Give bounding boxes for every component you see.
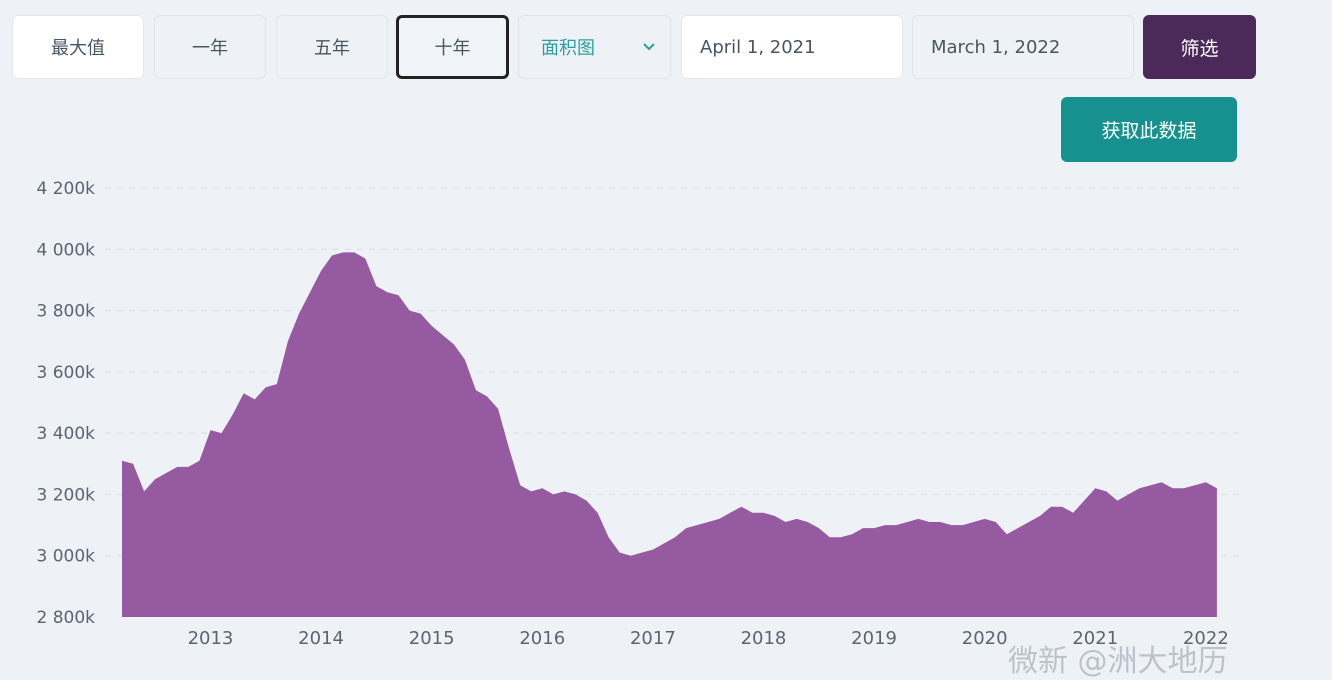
- toolbar: 最大值 一年 五年 十年 面积图 April 1, 2021 March 1, …: [0, 0, 1332, 170]
- y-tick-label: 3 600k: [36, 363, 95, 383]
- range-5y-button[interactable]: 五年: [276, 15, 388, 79]
- x-tick-label: 2015: [409, 628, 455, 649]
- y-tick-label: 3 800k: [36, 302, 95, 322]
- y-tick-label: 3 200k: [36, 485, 95, 505]
- range-1y-button[interactable]: 一年: [154, 15, 266, 79]
- x-tick-label: 2013: [188, 628, 234, 649]
- watermark-text: 微新 @洲大地历: [1008, 644, 1228, 679]
- y-tick-label: 4 000k: [36, 240, 95, 260]
- y-tick-label: 3 000k: [36, 547, 95, 567]
- date-from-input[interactable]: April 1, 2021: [681, 15, 903, 79]
- chevron-down-icon: [642, 42, 656, 52]
- x-tick-label: 2014: [298, 628, 344, 649]
- x-axis: 2013 2014 2015 2016 2017 2018 2019 2020 2021 2022: [188, 628, 1229, 649]
- y-tick-label: 3 400k: [36, 424, 95, 444]
- x-tick-label: 2019: [851, 628, 897, 649]
- date-to-input[interactable]: March 1, 2022: [912, 15, 1134, 79]
- y-tick-label: 2 800k: [36, 608, 95, 628]
- chart-type-select[interactable]: 面积图: [518, 15, 671, 79]
- range-10y-button[interactable]: 十年: [396, 15, 509, 79]
- x-tick-label: 2017: [630, 628, 676, 649]
- x-tick-label: 2022: [1183, 628, 1229, 649]
- x-tick-label: 2016: [519, 628, 565, 649]
- x-tick-label: 2018: [741, 628, 787, 649]
- y-tick-label: 4 200k: [36, 179, 95, 199]
- x-tick-label: 2021: [1072, 628, 1118, 649]
- x-tick-label: 2020: [962, 628, 1008, 649]
- area-series: [122, 252, 1217, 617]
- area-chart: 2 800k 3 000k 3 200k 3 400k 3 600k 3 800k 4 00…: [36, 179, 1245, 649]
- chart-type-select-value: 面积图: [541, 38, 595, 59]
- series-area: [122, 252, 1217, 617]
- y-axis: 2 800k 3 000k 3 200k 3 400k 3 600k 3 800k 4 00…: [36, 179, 95, 628]
- range-max-button[interactable]: 最大值: [12, 15, 144, 79]
- filter-button[interactable]: 筛选: [1143, 15, 1256, 79]
- fetch-data-button[interactable]: 获取此数据: [1061, 97, 1237, 162]
- gridlines: [105, 187, 1245, 557]
